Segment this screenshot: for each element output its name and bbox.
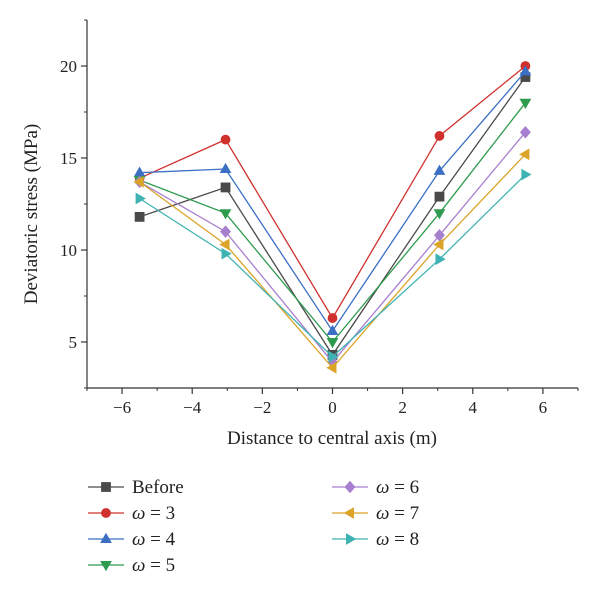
legend-symbol: ω [376, 503, 389, 524]
data-point [328, 350, 339, 363]
data-point [435, 253, 446, 266]
data-point [219, 238, 230, 251]
x-tick-label: −6 [113, 398, 131, 417]
data-point [433, 238, 444, 251]
data-point [134, 211, 145, 222]
legend-symbol: ω [132, 529, 145, 550]
x-tick-label: 0 [328, 398, 337, 417]
legend-value: = 6 [389, 477, 419, 498]
data-point [326, 361, 337, 374]
y-tick-label: 5 [69, 333, 78, 352]
legend-label: ω = 8 [376, 529, 419, 550]
series-line [139, 65, 526, 320]
series [133, 98, 532, 349]
series-layer [133, 61, 532, 374]
legend-label: ω = 5 [132, 555, 175, 576]
data-point [133, 166, 146, 177]
x-tick-label: −2 [253, 398, 271, 417]
data-point [326, 337, 339, 349]
data-point [220, 225, 232, 238]
data-point [220, 134, 231, 145]
series [133, 65, 532, 335]
legend-marker [344, 480, 356, 494]
data-point [521, 168, 532, 181]
x-tick-label: 2 [398, 398, 407, 417]
legend-value: = 5 [145, 555, 175, 576]
data-point [433, 229, 445, 242]
data-point [135, 192, 146, 205]
data-point [327, 313, 338, 323]
legend-value: = 7 [389, 503, 419, 524]
y-axis-label: Deviatoric stress (MPa) [21, 124, 42, 304]
legend-item: ω = 3 [88, 503, 175, 524]
data-point [519, 98, 532, 110]
legend-marker [100, 561, 112, 572]
legend-value: = 8 [389, 529, 419, 550]
legend-marker [100, 532, 112, 543]
series [134, 61, 531, 323]
legend-symbol: ω [132, 503, 145, 524]
data-point [433, 164, 446, 175]
legend-label: ω = 6 [376, 477, 419, 498]
data-point [133, 176, 144, 188]
y-tick-label: 20 [60, 57, 77, 76]
y-tick-label: 10 [60, 241, 77, 260]
legend-marker [343, 507, 355, 519]
data-point [219, 162, 232, 174]
data-point [434, 131, 445, 141]
legend-item: ω = 8 [332, 529, 419, 550]
legend-item: ω = 7 [332, 503, 419, 524]
data-point [434, 191, 445, 202]
data-point [519, 126, 531, 139]
legend-value: = 3 [145, 503, 175, 524]
y-tick-label: 15 [60, 149, 77, 168]
legend-item: ω = 4 [88, 529, 176, 550]
data-point [326, 324, 339, 335]
legend-label: ω = 3 [132, 503, 175, 524]
legend-value: = 4 [145, 529, 175, 550]
legend-item: ω = 5 [88, 555, 175, 576]
legend-label: ω = 4 [132, 529, 176, 550]
data-point [219, 209, 232, 220]
legend-symbol: ω [376, 477, 389, 498]
legend-label: ω = 7 [376, 503, 419, 524]
series [135, 168, 532, 363]
legend-marker [345, 533, 357, 545]
series [133, 148, 530, 374]
data-point [519, 148, 530, 161]
legend-item: Before [88, 477, 184, 498]
x-tick-label: 4 [469, 398, 478, 417]
data-point [221, 247, 232, 260]
data-point [220, 182, 231, 193]
legend-item: ω = 6 [332, 477, 419, 498]
legend-symbol: ω [132, 555, 145, 576]
data-point [433, 209, 446, 220]
legend-marker [101, 508, 111, 518]
data-point [519, 65, 532, 76]
legend-label: Before [132, 477, 184, 498]
x-tick-label: 6 [539, 398, 548, 417]
ticks: −6 −4 −2 0 2 4 6 5 10 15 20 [60, 19, 579, 417]
x-axis-label: Distance to central axis (m) [227, 428, 437, 449]
legend-marker [101, 482, 111, 492]
series-line [139, 153, 526, 369]
legend-symbol: ω [376, 529, 389, 550]
x-tick-label: −4 [183, 398, 202, 417]
